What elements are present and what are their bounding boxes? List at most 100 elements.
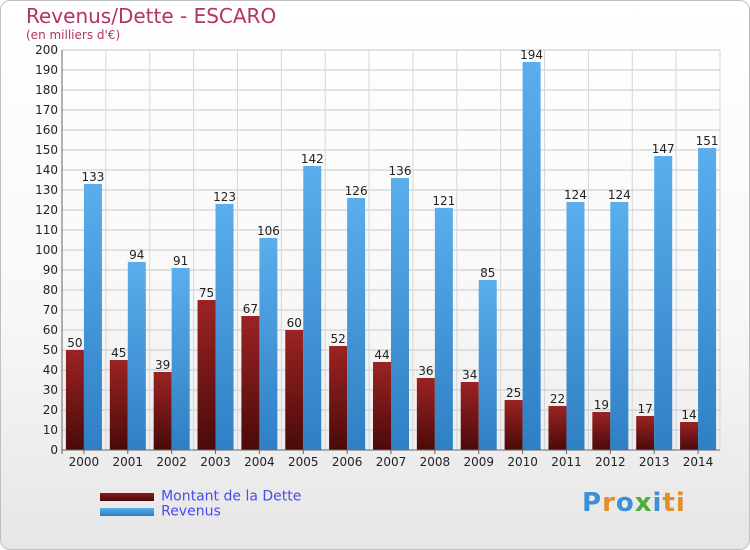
data-label-revenus: 124 [608,188,631,202]
bar-revenus [303,166,322,450]
y-tick-label: 160 [35,123,58,137]
x-tick-label: 2004 [244,455,275,469]
bar-dette [109,360,128,450]
bar-revenus [127,262,146,450]
bar-dette [460,382,479,450]
legend-item-debt: Montant de la Dette [100,486,302,505]
y-tick-label: 140 [35,163,58,177]
bar-revenus [654,156,673,450]
y-tick-label: 70 [43,303,58,317]
x-tick-label: 2008 [420,455,451,469]
data-label-revenus: 123 [213,190,236,204]
data-label-dette: 17 [638,402,653,416]
data-label-revenus: 85 [480,266,495,280]
bar-dette [285,330,304,450]
y-tick-label: 170 [35,103,58,117]
data-label-dette: 50 [67,336,82,350]
y-tick-label: 130 [35,183,58,197]
data-label-dette: 75 [199,286,214,300]
y-tick-label: 150 [35,143,58,157]
bar-dette [548,406,567,450]
y-tick-label: 190 [35,63,58,77]
x-tick-label: 2003 [200,455,231,469]
bar-revenus [522,62,541,450]
data-label-revenus: 94 [129,248,144,262]
bar-revenus [259,238,278,450]
data-label-revenus: 133 [81,170,104,184]
x-tick-label: 2014 [683,455,714,469]
bar-dette [592,412,611,450]
y-tick-label: 20 [43,403,58,417]
y-tick-label: 50 [43,343,58,357]
x-tick-label: 2001 [113,455,144,469]
y-tick-label: 40 [43,363,58,377]
bar-revenus [478,280,497,450]
y-tick-label: 180 [35,83,58,97]
data-label-dette: 14 [681,408,696,422]
x-tick-label: 2005 [288,455,319,469]
bar-revenus [610,202,629,450]
data-label-dette: 19 [594,398,609,412]
data-label-dette: 36 [418,364,433,378]
bar-dette [241,316,260,450]
x-tick-label: 2013 [639,455,670,469]
x-tick-label: 2006 [332,455,363,469]
y-tick-label: 10 [43,423,58,437]
y-tick-label: 200 [35,43,58,57]
bar-dette [197,300,216,450]
data-label-revenus: 194 [520,48,543,62]
bar-revenus [171,268,190,450]
bar-revenus [566,202,585,450]
data-label-dette: 25 [506,386,521,400]
x-tick-label: 2000 [69,455,100,469]
bar-dette [373,362,391,450]
y-tick-label: 120 [35,203,58,217]
data-label-dette: 39 [155,358,170,372]
data-label-dette: 67 [243,302,258,316]
data-label-dette: 34 [462,368,477,382]
y-tick-label: 90 [43,263,58,277]
data-label-revenus: 126 [345,184,368,198]
data-label-dette: 45 [111,346,126,360]
legend-label-debt: Montant de la Dette [161,488,302,505]
legend-item-revenus: Revenus [100,501,221,520]
bar-dette [329,346,348,450]
data-label-revenus: 121 [432,194,455,208]
proxiti-logo: Proxiti [582,488,686,518]
data-label-dette: 22 [550,392,565,406]
data-label-revenus: 124 [564,188,587,202]
bar-dette [680,422,699,450]
data-label-revenus: 142 [301,152,324,166]
bar-dette [153,372,172,450]
bar-dette [416,378,435,450]
bar-dette [504,400,523,450]
y-tick-label: 30 [43,383,58,397]
y-tick-label: 100 [35,243,58,257]
bar-dette [636,416,655,450]
data-label-revenus: 91 [173,254,188,268]
bar-revenus [698,148,717,450]
x-tick-label: 2007 [376,455,407,469]
x-tick-label: 2011 [551,455,582,469]
data-label-revenus: 106 [257,224,280,238]
bar-revenus [391,178,409,450]
data-label-revenus: 136 [389,164,412,178]
y-tick-label: 80 [43,283,58,297]
bar-revenus [83,184,102,450]
chart-subtitle: (en milliers d'€) [26,28,121,42]
y-tick-label: 0 [50,443,58,457]
bar-dette [65,350,84,450]
data-label-dette: 52 [330,332,345,346]
legend-swatch-debt [100,492,154,501]
y-tick-label: 60 [43,323,58,337]
bar-revenus [215,204,234,450]
data-label-dette: 44 [374,348,389,362]
x-tick-label: 2010 [507,455,538,469]
legend-label-revenus: Revenus [161,503,221,520]
bar-revenus [434,208,453,450]
x-tick-label: 2012 [595,455,626,469]
x-tick-label: 2002 [156,455,187,469]
data-label-dette: 60 [287,316,302,330]
bar-revenus [347,198,366,450]
